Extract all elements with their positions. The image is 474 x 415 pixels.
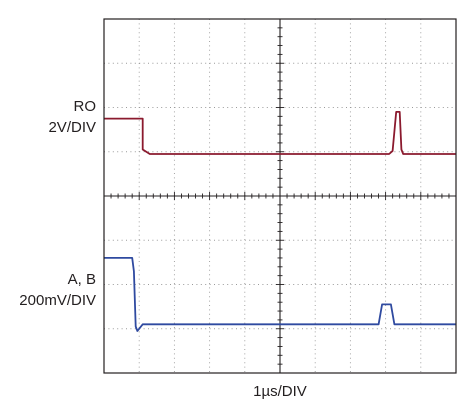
ab-scale-label: 200mV/DIV — [19, 292, 96, 309]
time-scale-label: 1µs/DIV — [253, 383, 307, 400]
trace-a-b — [104, 256, 456, 332]
trace-ro — [104, 111, 456, 155]
ro-scale-label: 2V/DIV — [48, 119, 96, 136]
traces — [104, 111, 456, 332]
graticule — [103, 18, 457, 374]
plot-frame — [103, 18, 457, 374]
ro-channel-label: RO — [73, 98, 97, 115]
ab-channel-label: A, B — [67, 271, 96, 288]
